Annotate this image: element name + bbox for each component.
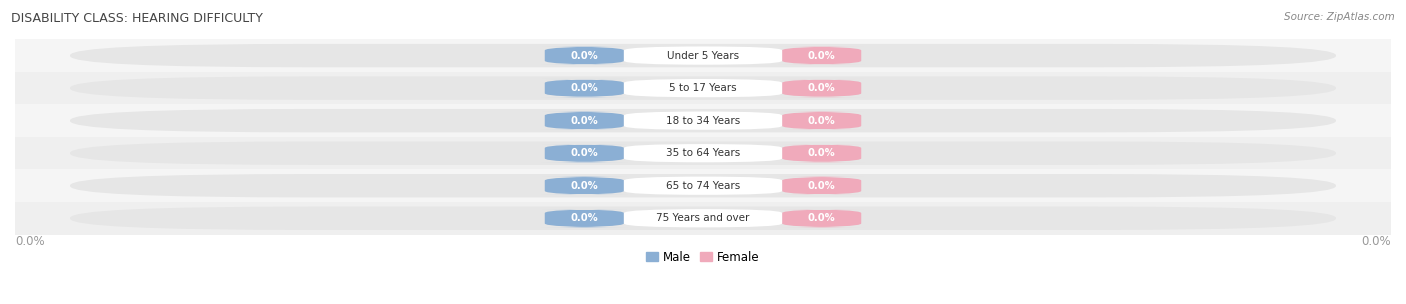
Text: 0.0%: 0.0% <box>808 116 835 126</box>
FancyBboxPatch shape <box>70 141 1336 165</box>
FancyBboxPatch shape <box>70 76 1336 100</box>
FancyBboxPatch shape <box>624 47 782 65</box>
Text: 0.0%: 0.0% <box>808 213 835 223</box>
FancyBboxPatch shape <box>624 209 782 227</box>
Bar <box>15 72 1391 104</box>
Legend: Male, Female: Male, Female <box>647 251 759 264</box>
FancyBboxPatch shape <box>624 144 782 162</box>
Text: 0.0%: 0.0% <box>571 181 598 191</box>
FancyBboxPatch shape <box>779 177 865 195</box>
Bar <box>15 104 1391 137</box>
FancyBboxPatch shape <box>779 47 865 65</box>
FancyBboxPatch shape <box>779 209 865 227</box>
Bar <box>15 137 1391 169</box>
Text: 5 to 17 Years: 5 to 17 Years <box>669 83 737 93</box>
FancyBboxPatch shape <box>541 144 627 162</box>
Text: 75 Years and over: 75 Years and over <box>657 213 749 223</box>
FancyBboxPatch shape <box>541 112 627 130</box>
FancyBboxPatch shape <box>779 144 865 162</box>
Text: 0.0%: 0.0% <box>808 83 835 93</box>
Text: 0.0%: 0.0% <box>571 50 598 60</box>
FancyBboxPatch shape <box>70 44 1336 67</box>
FancyBboxPatch shape <box>541 177 627 195</box>
FancyBboxPatch shape <box>541 79 627 97</box>
Text: 35 to 64 Years: 35 to 64 Years <box>666 148 740 158</box>
Text: 0.0%: 0.0% <box>1361 234 1391 247</box>
Bar <box>15 202 1391 234</box>
Text: Under 5 Years: Under 5 Years <box>666 50 740 60</box>
FancyBboxPatch shape <box>779 112 865 130</box>
FancyBboxPatch shape <box>70 206 1336 230</box>
Text: 18 to 34 Years: 18 to 34 Years <box>666 116 740 126</box>
Text: 0.0%: 0.0% <box>808 181 835 191</box>
FancyBboxPatch shape <box>624 177 782 195</box>
Bar <box>15 169 1391 202</box>
FancyBboxPatch shape <box>541 209 627 227</box>
Text: DISABILITY CLASS: HEARING DIFFICULTY: DISABILITY CLASS: HEARING DIFFICULTY <box>11 12 263 25</box>
Text: 0.0%: 0.0% <box>571 83 598 93</box>
Text: 0.0%: 0.0% <box>808 50 835 60</box>
FancyBboxPatch shape <box>624 112 782 130</box>
Text: 0.0%: 0.0% <box>15 234 45 247</box>
Text: 0.0%: 0.0% <box>571 213 598 223</box>
Bar <box>15 39 1391 72</box>
FancyBboxPatch shape <box>70 174 1336 197</box>
Text: 0.0%: 0.0% <box>571 148 598 158</box>
Text: Source: ZipAtlas.com: Source: ZipAtlas.com <box>1284 12 1395 22</box>
FancyBboxPatch shape <box>624 79 782 97</box>
Text: 65 to 74 Years: 65 to 74 Years <box>666 181 740 191</box>
FancyBboxPatch shape <box>779 79 865 97</box>
FancyBboxPatch shape <box>541 47 627 65</box>
Text: 0.0%: 0.0% <box>808 148 835 158</box>
FancyBboxPatch shape <box>70 109 1336 132</box>
Text: 0.0%: 0.0% <box>571 116 598 126</box>
